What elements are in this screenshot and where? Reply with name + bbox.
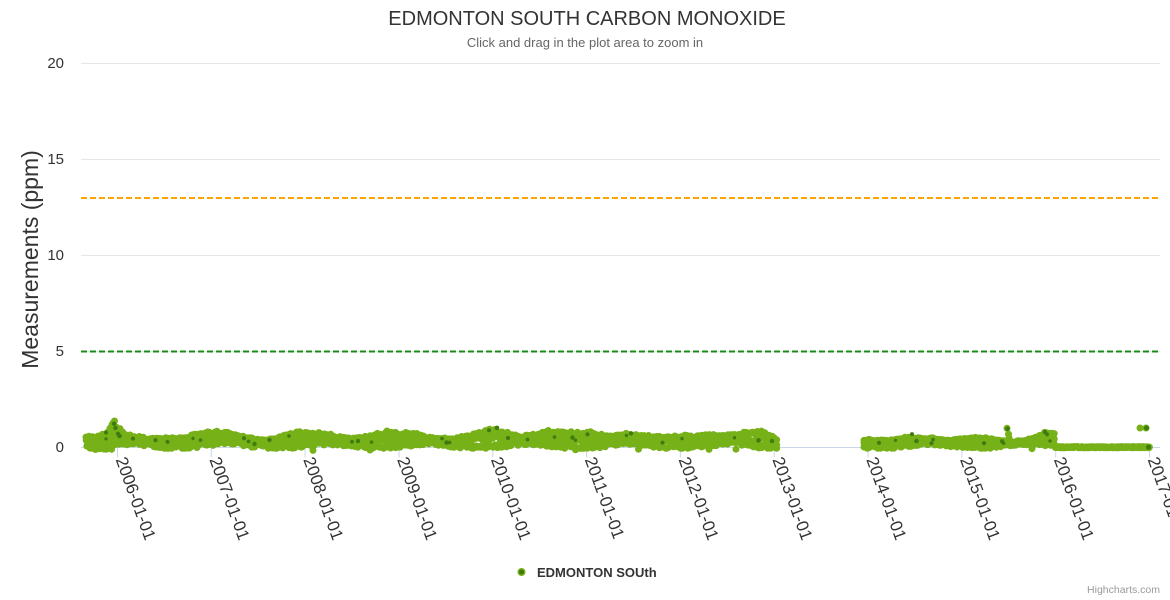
svg-text:10: 10 [47, 247, 64, 264]
svg-text:5: 5 [56, 343, 64, 360]
svg-text:0: 0 [56, 439, 64, 456]
svg-text:15: 15 [47, 151, 64, 168]
svg-text:EDMONTON SOUTH CARBON MONOXIDE: EDMONTON SOUTH CARBON MONOXIDE [388, 8, 785, 30]
svg-text:Measurements (ppm): Measurements (ppm) [17, 150, 43, 369]
svg-text:EDMONTON SOUth: EDMONTON SOUth [537, 565, 657, 580]
svg-text:Click and drag in the plot are: Click and drag in the plot area to zoom … [467, 35, 703, 50]
svg-text:Highcharts.com: Highcharts.com [1087, 584, 1160, 596]
svg-text:20: 20 [47, 55, 64, 72]
